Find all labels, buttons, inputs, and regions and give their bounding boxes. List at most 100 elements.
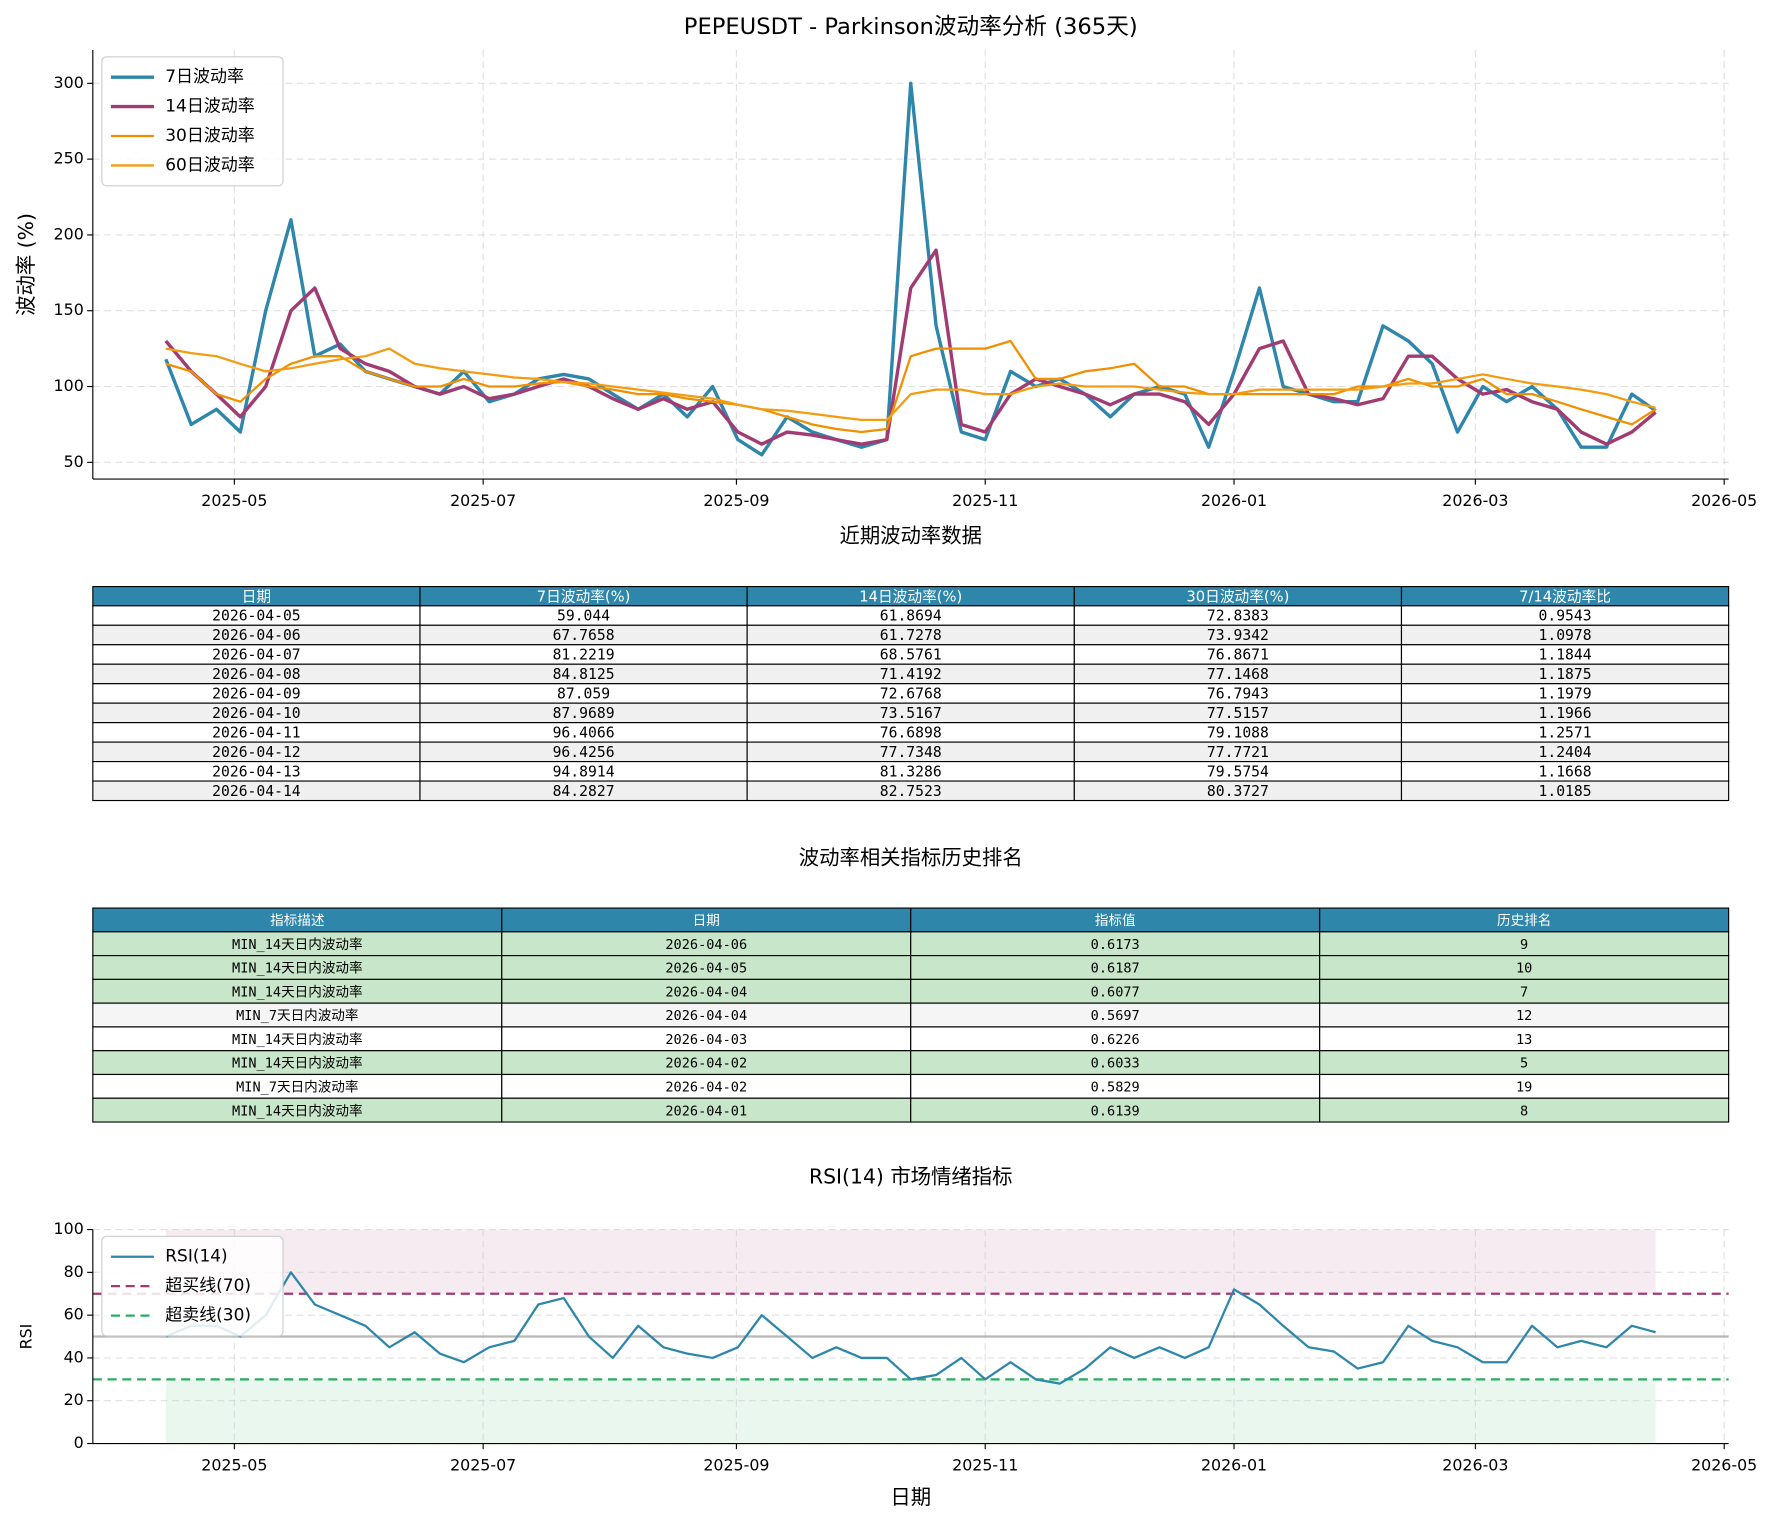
cell-text: 1.0185 bbox=[1538, 783, 1591, 800]
legend-label: 超买线(70) bbox=[165, 1276, 251, 1296]
cell-text: 2026-04-06 bbox=[212, 627, 301, 644]
y-tick-label: 300 bbox=[54, 73, 84, 92]
x-tick-label: 2026-01 bbox=[1201, 491, 1267, 510]
column-header: 14日波动率(%) bbox=[859, 588, 962, 605]
cell-text: 68.5761 bbox=[880, 647, 942, 664]
cell-text: 2026-04-12 bbox=[212, 744, 301, 761]
cell-text: 1.1875 bbox=[1538, 666, 1591, 683]
zone-band bbox=[165, 1229, 1656, 1294]
y-tick-label: 100 bbox=[54, 1219, 84, 1238]
cell-text: 2026-04-06 bbox=[665, 937, 747, 953]
cell-text: 59.044 bbox=[557, 608, 610, 625]
cell-text: 13 bbox=[1516, 1032, 1532, 1048]
cell-text: 19 bbox=[1516, 1079, 1532, 1095]
cell-text: 2026-04-07 bbox=[212, 647, 301, 664]
cell-text: MIN_14天日内波动率 bbox=[232, 960, 363, 977]
cell-text: 77.7721 bbox=[1207, 744, 1269, 761]
cell-text: 0.6226 bbox=[1091, 1032, 1140, 1048]
cell-text: 84.2827 bbox=[553, 783, 615, 800]
cell-text: 2026-04-05 bbox=[212, 608, 301, 625]
cell-text: MIN_7天日内波动率 bbox=[236, 1007, 358, 1024]
cell-text: 1.2404 bbox=[1538, 744, 1591, 761]
cell-text: 82.7523 bbox=[880, 783, 942, 800]
cell-text: 0.6173 bbox=[1091, 937, 1140, 953]
cell-text: 61.7278 bbox=[880, 627, 942, 644]
y-tick-label: 40 bbox=[64, 1347, 84, 1366]
series-line bbox=[165, 339, 1657, 434]
cell-text: MIN_14天日内波动率 bbox=[232, 936, 363, 953]
cell-text: 1.2571 bbox=[1538, 725, 1591, 742]
cell-text: 96.4256 bbox=[553, 744, 615, 761]
x-tick-label: 2026-05 bbox=[1691, 1456, 1757, 1475]
cell-text: 76.6898 bbox=[880, 725, 942, 742]
cell-text: 9 bbox=[1520, 937, 1528, 953]
cell-text: 61.8694 bbox=[880, 608, 942, 625]
cell-text: 2026-04-04 bbox=[665, 1008, 747, 1024]
column-header: 30日波动率(%) bbox=[1186, 588, 1289, 605]
cell-text: 77.5157 bbox=[1207, 705, 1269, 722]
cell-text: 2026-04-13 bbox=[212, 763, 301, 780]
x-tick-label: 2025-09 bbox=[703, 1456, 769, 1475]
cell-text: 87.9689 bbox=[553, 705, 615, 722]
cell-text: 72.8383 bbox=[1207, 608, 1269, 625]
cell-text: 2026-04-03 bbox=[665, 1032, 747, 1048]
cell-text: 8 bbox=[1520, 1103, 1528, 1119]
column-header: 7/14波动率比 bbox=[1519, 588, 1611, 605]
legend-box bbox=[101, 1235, 284, 1337]
legend-label: 超卖线(30) bbox=[165, 1306, 251, 1326]
column-header: 日期 bbox=[693, 913, 720, 929]
table-cell bbox=[1400, 780, 1730, 802]
y-tick-label: 0 bbox=[74, 1433, 84, 1452]
y-tick-label: 200 bbox=[54, 224, 84, 243]
x-tick-label: 2026-01 bbox=[1201, 1456, 1267, 1475]
cell-text: 2026-04-14 bbox=[212, 783, 301, 800]
cell-text: 94.8914 bbox=[553, 763, 615, 780]
zone-band bbox=[165, 1379, 1656, 1444]
y-tick-label: 250 bbox=[54, 149, 84, 168]
cell-text: 0.6077 bbox=[1091, 984, 1140, 1000]
cell-text: 2026-04-01 bbox=[665, 1103, 747, 1119]
cell-text: MIN_7天日内波动率 bbox=[236, 1078, 358, 1095]
column-header: 指标描述 bbox=[270, 913, 325, 929]
y-tick-label: 80 bbox=[64, 1262, 84, 1281]
cell-text: 96.4066 bbox=[553, 725, 615, 742]
legend-label: 7日波动率 bbox=[165, 67, 244, 87]
cell-text: 73.5167 bbox=[880, 705, 942, 722]
cell-text: 2026-04-02 bbox=[665, 1079, 747, 1095]
cell-text: 0.9543 bbox=[1538, 608, 1591, 625]
cell-text: 1.1668 bbox=[1538, 763, 1591, 780]
x-tick-label: 2025-11 bbox=[952, 491, 1018, 510]
y-tick-label: 20 bbox=[64, 1390, 84, 1409]
cell-text: 67.7658 bbox=[553, 627, 615, 644]
x-tick-label: 2025-11 bbox=[952, 1456, 1018, 1475]
y-axis-label: RSI bbox=[17, 1324, 36, 1350]
y-tick-label: 150 bbox=[54, 300, 84, 319]
cell-text: 72.6768 bbox=[880, 686, 942, 703]
series-line bbox=[165, 347, 1656, 422]
legend-label: 14日波动率 bbox=[165, 97, 254, 117]
cell-text: 71.4192 bbox=[880, 666, 942, 683]
x-tick-label: 2026-03 bbox=[1442, 1456, 1508, 1475]
legend-label: RSI(14) bbox=[165, 1247, 227, 1267]
cell-text: 80.3727 bbox=[1207, 783, 1269, 800]
series-line bbox=[165, 1271, 1656, 1385]
cell-text: MIN_14天日内波动率 bbox=[232, 1031, 363, 1048]
cell-text: 1.0978 bbox=[1538, 627, 1591, 644]
cell-text: 5 bbox=[1520, 1056, 1528, 1072]
cell-text: 2026-04-10 bbox=[212, 705, 301, 722]
x-tick-label: 2025-05 bbox=[201, 491, 267, 510]
cell-text: 2026-04-05 bbox=[665, 961, 747, 977]
column-header: 指标值 bbox=[1095, 913, 1136, 929]
cell-text: 0.6187 bbox=[1091, 961, 1140, 977]
cell-text: 76.7943 bbox=[1207, 686, 1269, 703]
cell-text: 1.1966 bbox=[1538, 705, 1591, 722]
series-line bbox=[164, 81, 1657, 457]
cell-text: 2026-04-09 bbox=[212, 686, 301, 703]
series-line bbox=[164, 248, 1657, 446]
cell-text: 2026-04-08 bbox=[212, 666, 301, 683]
cell-text: 77.7348 bbox=[880, 744, 942, 761]
table-title: 波动率相关指标历史排名 bbox=[799, 845, 1023, 869]
cell-text: 77.1468 bbox=[1207, 666, 1269, 683]
cell-text: 79.5754 bbox=[1207, 763, 1269, 780]
chart-title: PEPEUSDT - Parkinson波动率分析 (365天) bbox=[684, 14, 1138, 40]
